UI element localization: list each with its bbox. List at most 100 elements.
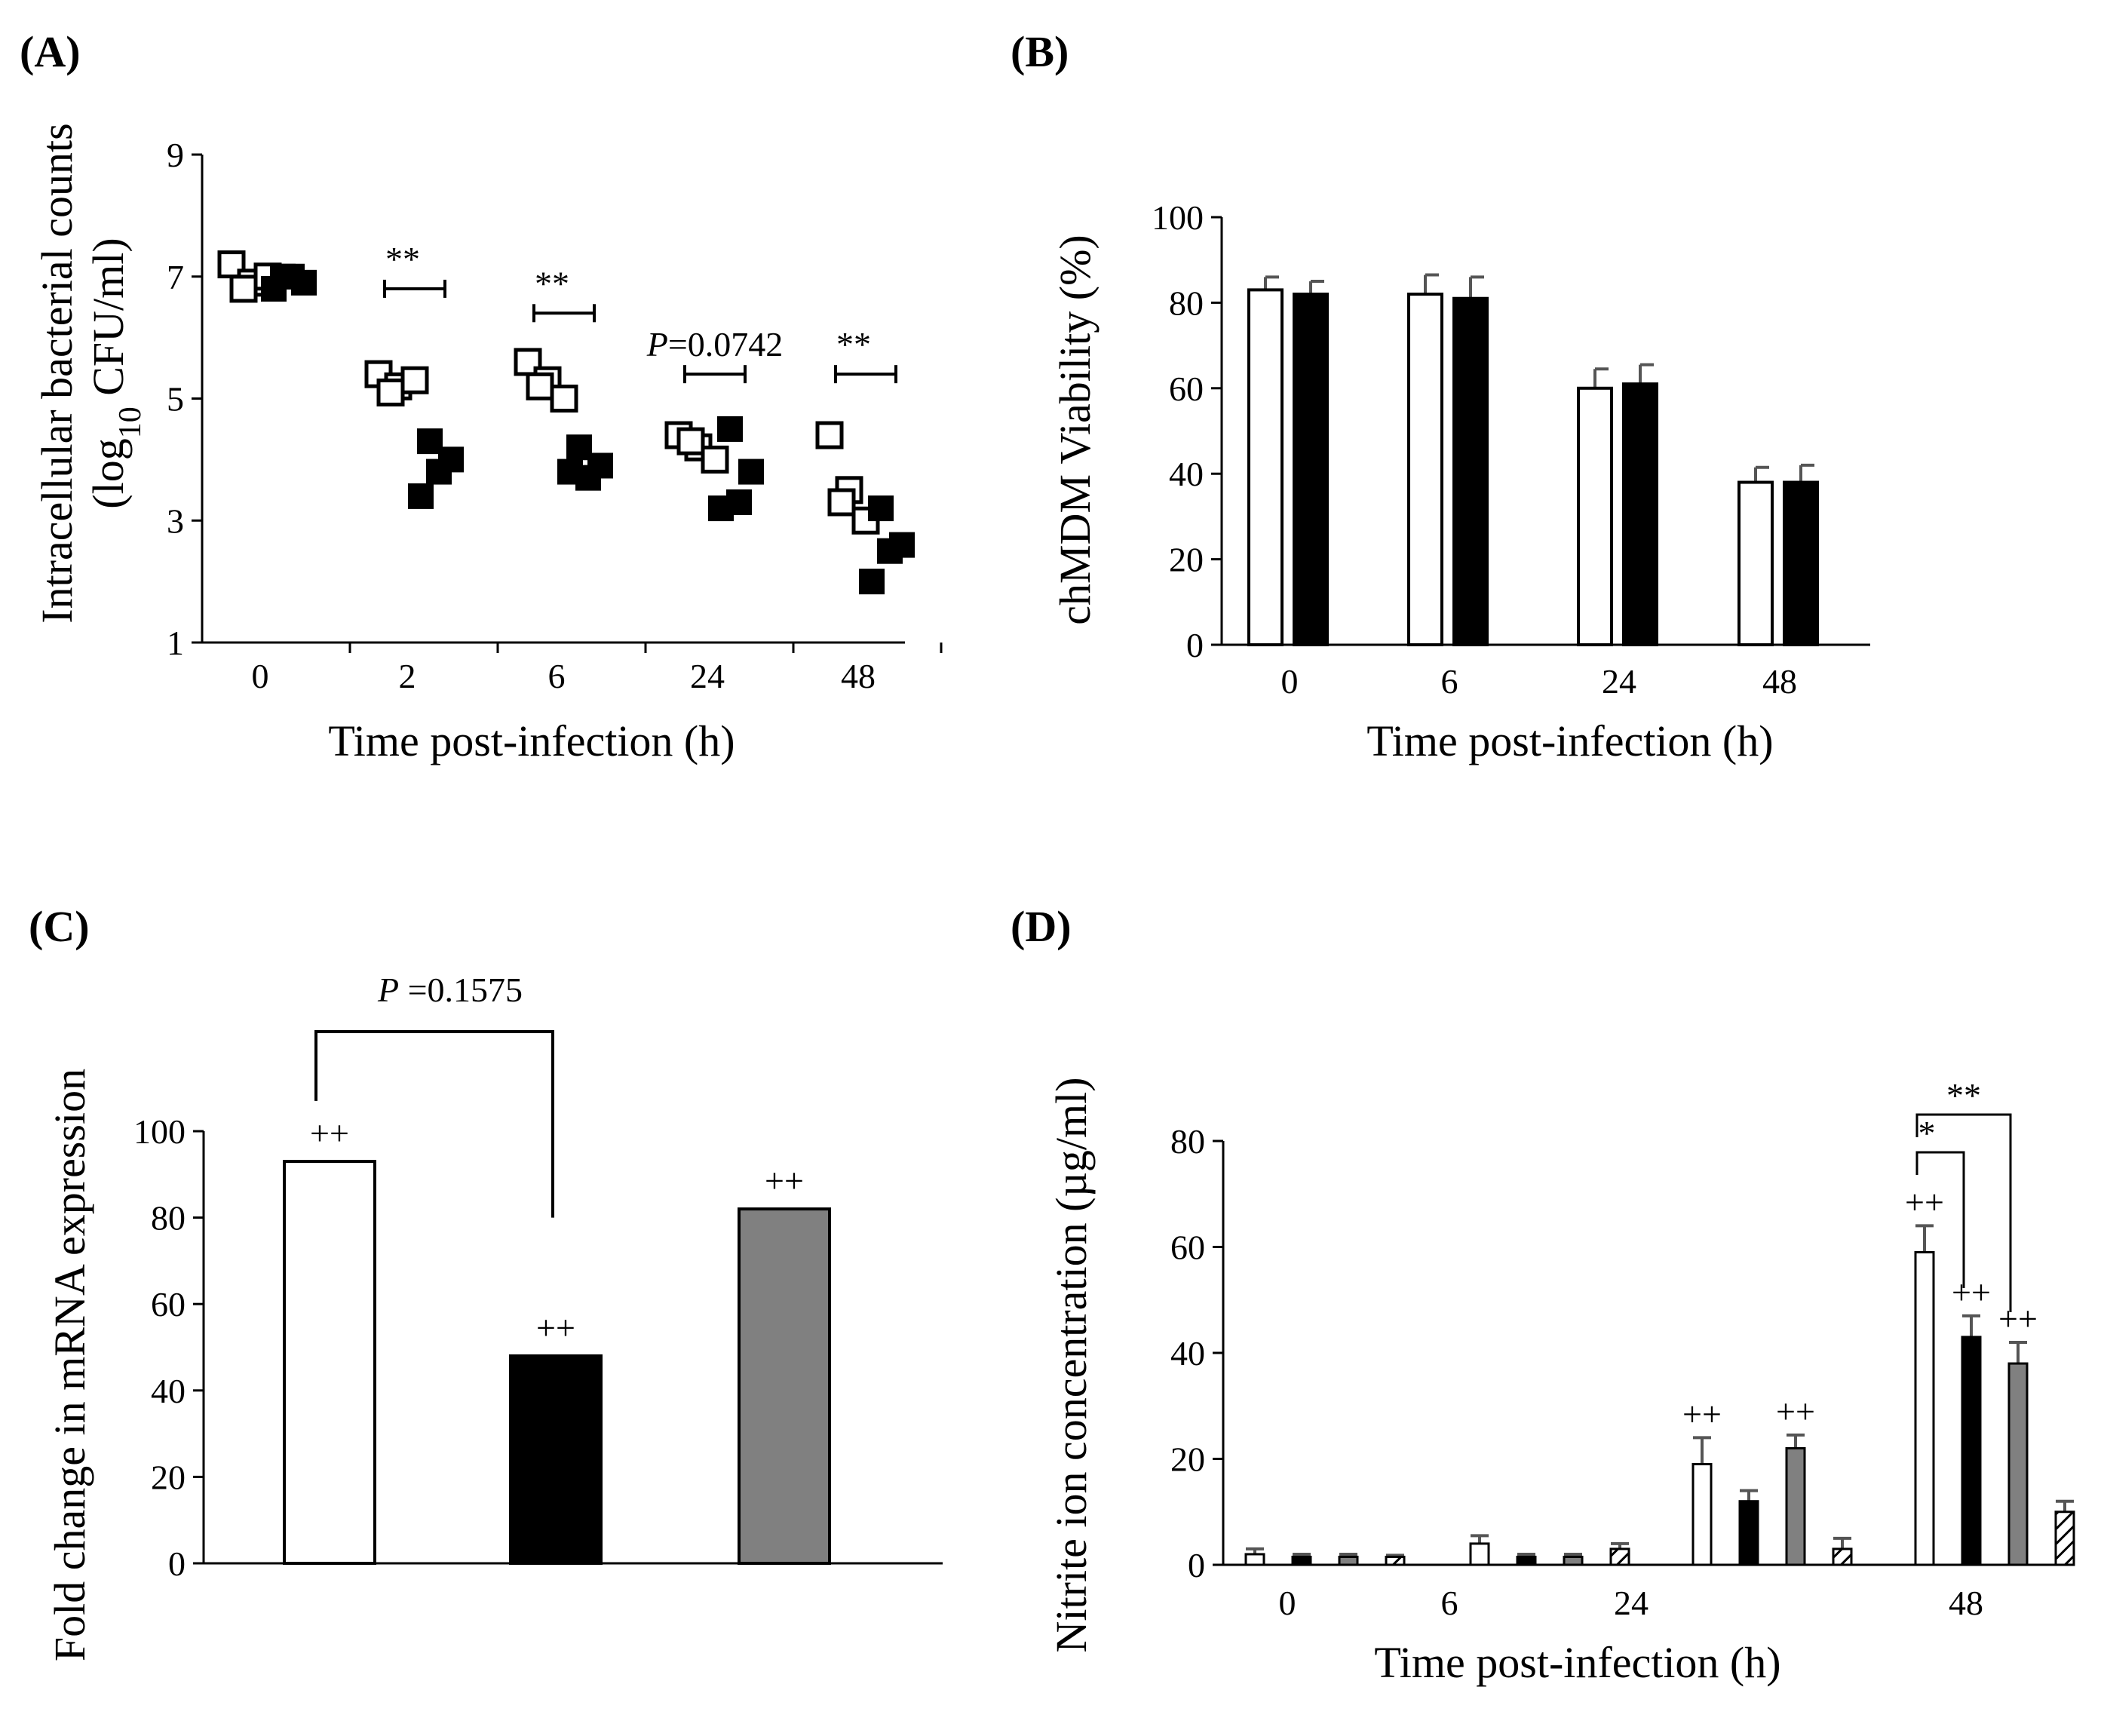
y-tick-label: 60: [151, 1285, 186, 1323]
y-tick-label: 40: [1169, 455, 1204, 493]
data-point: [827, 488, 856, 517]
significance-label: ++: [765, 1161, 804, 1200]
y-tick-label: 80: [151, 1199, 186, 1238]
bar: [1293, 293, 1329, 646]
bar: [1563, 1555, 1584, 1566]
bar: [1914, 1251, 1935, 1566]
panel-d-ylabel: Nitrite ion concentration (µg/ml): [1047, 1077, 1096, 1652]
panel-b-ylabel: chMDM Viability (%): [1050, 235, 1100, 624]
x-tick-label: 48: [1762, 662, 1797, 701]
panel-c-chart: (C) Fold change in mRNA expression 0 20 40…: [29, 902, 943, 1661]
y-tick-label: 7: [167, 258, 184, 296]
significance-label: ++: [310, 1114, 349, 1152]
y-tick-label: 100: [133, 1112, 186, 1151]
x-tick-label: 6: [1441, 662, 1458, 701]
data-point: [426, 459, 452, 485]
data-point: [717, 416, 743, 442]
bar: [1622, 382, 1658, 646]
y-tick-label: 40: [1170, 1334, 1205, 1373]
significance-label: P=0.0742: [646, 325, 784, 363]
x-tick-label: 48: [841, 657, 876, 695]
data-point: [738, 459, 764, 485]
bar: [1577, 386, 1613, 646]
panel-a-chart: (A) Intracellular bacterial counts (log1…: [20, 27, 943, 765]
significance-bracket: [1915, 1151, 1965, 1288]
x-tick-label: 0: [252, 657, 269, 695]
y-tick-label: 40: [151, 1372, 186, 1410]
significance-label: **: [836, 325, 871, 363]
panel-a-ylabel: Intracellular bacterial counts: [32, 123, 81, 623]
bar: [1516, 1555, 1537, 1566]
bar: [1961, 1336, 1982, 1566]
data-point: [676, 427, 705, 455]
panel-a-xlabel: Time post-infection (h): [328, 716, 735, 765]
x-tick-label: 6: [548, 657, 566, 695]
y-tick-label: 100: [1152, 198, 1204, 237]
data-point: [859, 569, 885, 595]
y-tick-label: 80: [1170, 1122, 1205, 1161]
data-point: [868, 495, 894, 522]
data-point: [815, 421, 844, 449]
y-tick-label: 80: [1169, 284, 1204, 322]
significance-label: **: [1946, 1076, 1981, 1115]
bar: [1407, 293, 1443, 646]
significance-label: **: [385, 240, 420, 278]
bar: [1385, 1555, 1406, 1566]
x-tick-label: 24: [1602, 662, 1636, 701]
x-tick-label: 48: [1949, 1584, 1983, 1622]
panel-b-xlabel: Time post-infection (h): [1366, 716, 1773, 765]
bar: [1691, 1463, 1713, 1566]
data-point: [408, 483, 434, 509]
y-tick-label: 1: [167, 624, 184, 662]
bracket-label: P =0.1575: [377, 971, 523, 1009]
data-point: [557, 459, 583, 485]
significance-label: ++: [1998, 1299, 2038, 1338]
bar: [1291, 1555, 1312, 1566]
panel-b-chart: (B) chMDM Viability (%) Time post-infect…: [1011, 27, 1870, 765]
y-tick-label: 0: [168, 1544, 186, 1583]
bar: [1469, 1542, 1490, 1566]
x-tick-label: 0: [1279, 1584, 1296, 1622]
significance-bracket: [1915, 1113, 2012, 1312]
panel-d-chart: (D) Nitrite ion concentration (µg/ml) Ti…: [1011, 902, 2075, 1687]
significance-label: ++: [1905, 1182, 1944, 1221]
y-tick-label: 20: [1169, 541, 1204, 579]
x-tick-label: 6: [1441, 1584, 1458, 1622]
panel-d-label: (D): [1011, 902, 1072, 951]
bar: [1832, 1547, 1853, 1566]
significance-bracket: [314, 1030, 554, 1218]
bar: [1452, 296, 1489, 646]
x-tick-label: 24: [1614, 1584, 1649, 1622]
bar: [1738, 1500, 1759, 1566]
data-point: [550, 385, 578, 413]
data-point: [376, 378, 405, 406]
y-tick-label: 20: [151, 1458, 186, 1496]
data-point: [877, 538, 903, 564]
y-tick-label: 5: [167, 380, 184, 419]
panel-a-ylabel-units: (log10 CFU/ml): [84, 238, 148, 508]
x-tick-label: 0: [1281, 662, 1299, 701]
y-tick-label: 20: [1170, 1440, 1205, 1479]
data-point: [400, 366, 429, 394]
bar: [1785, 1446, 1806, 1566]
y-tick-label: 0: [1186, 626, 1204, 664]
bar: [1247, 288, 1284, 646]
bar: [1783, 480, 1819, 646]
data-point: [229, 275, 258, 303]
significance-label: *: [1918, 1114, 1936, 1152]
data-point: [566, 434, 592, 461]
bar: [1338, 1555, 1359, 1566]
panel-d-xlabel: Time post-infection (h): [1374, 1638, 1780, 1687]
bar: [2054, 1511, 2075, 1566]
bar: [509, 1354, 603, 1565]
data-point: [701, 445, 729, 474]
panel-a-label: (A): [20, 27, 81, 76]
panel-b-label: (B): [1011, 27, 1069, 76]
bar: [1609, 1547, 1630, 1566]
data-point: [526, 372, 554, 400]
bar: [738, 1207, 831, 1565]
significance-label: ++: [1776, 1392, 1815, 1431]
y-tick-label: 3: [167, 501, 184, 540]
bar: [1737, 480, 1774, 646]
